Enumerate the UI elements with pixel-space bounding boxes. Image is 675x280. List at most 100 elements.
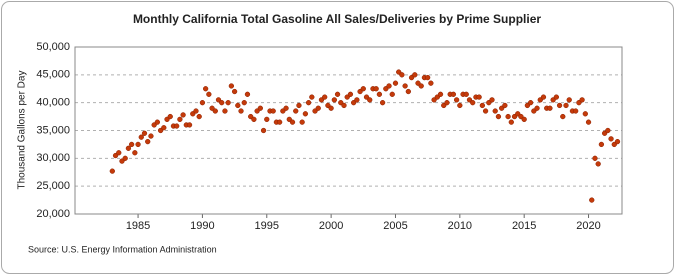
point bbox=[386, 83, 392, 89]
point bbox=[476, 94, 482, 100]
frame bbox=[1, 1, 674, 274]
point bbox=[389, 91, 395, 97]
point bbox=[376, 91, 383, 97]
point bbox=[341, 102, 347, 109]
y-axis-label: Thousand Gallons per Day bbox=[17, 71, 28, 190]
x-tick-label: 2000 bbox=[319, 220, 343, 232]
point bbox=[260, 127, 267, 134]
x-tick-label: 1995 bbox=[255, 220, 279, 232]
y-tick-label: 30,000 bbox=[36, 152, 70, 164]
point bbox=[212, 108, 218, 114]
point bbox=[505, 113, 511, 120]
point bbox=[296, 102, 302, 109]
point bbox=[193, 108, 199, 114]
point bbox=[141, 130, 148, 136]
point bbox=[399, 72, 405, 78]
point bbox=[489, 97, 495, 103]
point bbox=[122, 155, 128, 161]
point bbox=[347, 91, 354, 97]
point bbox=[299, 119, 305, 125]
point bbox=[228, 83, 235, 89]
point bbox=[322, 94, 328, 100]
point bbox=[116, 150, 122, 156]
point bbox=[450, 91, 457, 97]
point bbox=[495, 113, 502, 120]
y-tick-label: 35,000 bbox=[36, 124, 70, 136]
point bbox=[244, 91, 251, 97]
point bbox=[315, 105, 321, 111]
point bbox=[405, 88, 411, 95]
chart-title: Monthly California Total Gasoline All Sa… bbox=[133, 12, 541, 26]
point bbox=[547, 105, 553, 111]
point bbox=[145, 138, 151, 145]
point bbox=[592, 155, 598, 161]
point bbox=[109, 168, 115, 174]
point bbox=[453, 97, 460, 103]
point bbox=[553, 94, 560, 100]
point bbox=[598, 141, 605, 148]
point bbox=[293, 108, 299, 114]
point bbox=[206, 91, 212, 97]
x-tick-label: 2020 bbox=[576, 220, 600, 232]
point bbox=[470, 100, 476, 106]
point bbox=[457, 102, 463, 109]
point bbox=[428, 80, 434, 86]
source-note: Source: U.S. Energy Information Administ… bbox=[28, 244, 217, 254]
point bbox=[222, 108, 228, 114]
point bbox=[202, 86, 209, 92]
point bbox=[154, 119, 161, 125]
point bbox=[579, 97, 585, 103]
point bbox=[479, 102, 486, 109]
point bbox=[418, 83, 424, 89]
point bbox=[180, 112, 186, 118]
point bbox=[331, 97, 337, 103]
point bbox=[231, 88, 238, 95]
point bbox=[283, 105, 289, 111]
point bbox=[219, 100, 225, 106]
point bbox=[502, 102, 508, 109]
point bbox=[148, 133, 154, 139]
point bbox=[589, 197, 595, 203]
point bbox=[527, 100, 534, 106]
y-tick-label: 20,000 bbox=[36, 208, 70, 220]
point bbox=[605, 127, 611, 134]
point bbox=[270, 108, 276, 114]
point bbox=[125, 145, 132, 151]
point bbox=[128, 141, 135, 148]
point bbox=[614, 138, 621, 145]
x-tick-label: 2005 bbox=[383, 220, 407, 232]
point bbox=[186, 122, 193, 128]
point bbox=[373, 86, 379, 92]
point bbox=[508, 119, 514, 125]
point bbox=[482, 108, 489, 114]
point bbox=[167, 113, 173, 120]
point bbox=[582, 111, 588, 117]
x-tick-label: 2010 bbox=[448, 220, 472, 232]
point bbox=[328, 105, 334, 111]
point bbox=[560, 113, 566, 120]
point bbox=[425, 74, 431, 81]
point bbox=[225, 100, 231, 106]
point bbox=[241, 100, 247, 106]
point bbox=[354, 97, 360, 103]
point bbox=[177, 116, 183, 123]
point bbox=[534, 105, 540, 111]
y-tick-label: 25,000 bbox=[36, 180, 70, 192]
point bbox=[379, 100, 386, 106]
point bbox=[305, 100, 312, 106]
point bbox=[196, 113, 202, 120]
point bbox=[174, 123, 180, 129]
point bbox=[276, 119, 283, 125]
point bbox=[540, 94, 547, 100]
point bbox=[563, 102, 569, 109]
y-tick-label: 40,000 bbox=[36, 97, 70, 109]
point bbox=[302, 111, 309, 117]
y-tick-label: 45,000 bbox=[36, 69, 70, 81]
x-tick-label: 1990 bbox=[190, 220, 214, 232]
point bbox=[463, 91, 469, 97]
point bbox=[135, 141, 141, 148]
y-tick-label: 50,000 bbox=[36, 41, 70, 53]
point bbox=[289, 119, 296, 125]
point bbox=[444, 100, 450, 106]
